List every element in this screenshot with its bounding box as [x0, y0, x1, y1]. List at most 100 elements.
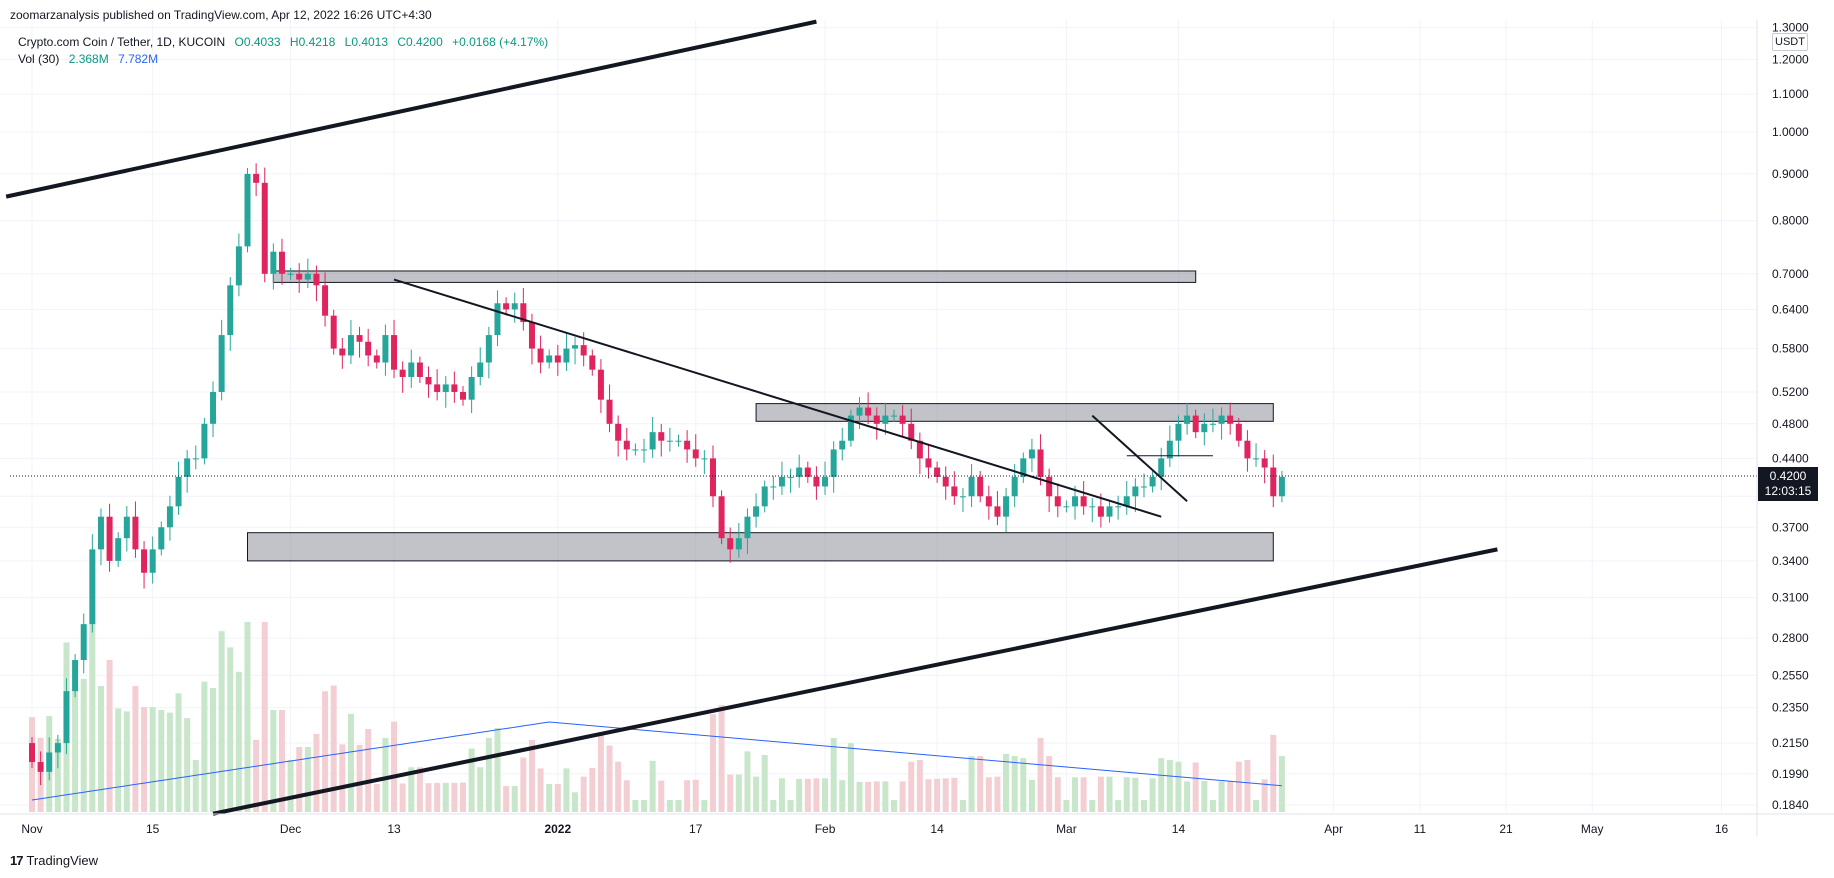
candle-body [244, 173, 251, 247]
volume-bar [985, 777, 992, 812]
time-axis[interactable]: Nov15Dec13202217Feb14Mar14Apr1121May16Ju… [21, 822, 1834, 836]
price-tick-label: 0.5800 [1772, 342, 1809, 356]
volume-bar [813, 778, 820, 812]
volume-bar [735, 774, 742, 812]
time-tick-label: 16 [1715, 822, 1729, 836]
candle-body [494, 303, 501, 336]
volume-bar [942, 778, 949, 812]
candle-body [1011, 476, 1018, 497]
candle-body [520, 303, 527, 323]
volume-bar [1097, 776, 1104, 812]
candle-body [46, 752, 53, 772]
symbol-title[interactable]: Crypto.com Coin / Tether, 1D, KUCOIN [18, 35, 226, 49]
candle-body [166, 506, 173, 528]
candle-body [856, 407, 863, 416]
time-tick-label: Feb [815, 822, 836, 836]
volume-bar [891, 800, 897, 812]
candle-body [1132, 486, 1139, 497]
price-zone [272, 270, 1197, 283]
candle-body [1097, 506, 1104, 517]
volume-bar [796, 778, 803, 812]
volume-bar [192, 760, 199, 812]
candle-body [580, 345, 587, 356]
candle-body [210, 391, 217, 424]
tradingview-logo-icon[interactable]: 17 [10, 853, 24, 868]
volume-bar [503, 786, 510, 812]
volume-bar [951, 777, 958, 812]
volume-bar [54, 738, 61, 812]
price-zone [247, 532, 1274, 562]
volume-bar [1235, 761, 1242, 812]
bar-countdown: 12:03:15 [1764, 484, 1812, 498]
volume-bar [1028, 779, 1035, 812]
candle-body [1149, 476, 1156, 487]
volume-bar [546, 784, 553, 812]
candle-body [589, 355, 596, 370]
volume-bar [494, 727, 501, 812]
candle-body [873, 415, 880, 424]
candle-body [149, 549, 156, 573]
candle-body [399, 369, 406, 377]
volume-bar [580, 776, 587, 812]
candle-body [994, 506, 1001, 517]
candle-body [891, 415, 897, 417]
volume-bar [416, 767, 423, 812]
candlesticks [29, 163, 1285, 786]
candle-body [261, 182, 268, 274]
candle-body [201, 423, 208, 459]
candle-body [925, 458, 932, 468]
candle-body [425, 376, 432, 385]
candle-body [1072, 496, 1079, 507]
candle-body [347, 335, 354, 356]
volume-bar [149, 707, 156, 812]
price-tick-label: 1.0000 [1772, 125, 1809, 139]
candle-body [80, 624, 87, 660]
candle-body [796, 467, 803, 477]
candle-body [1184, 415, 1191, 424]
volume-bar [468, 748, 475, 812]
volume-bar [261, 622, 268, 812]
last-price-value: 0.4200 [1769, 469, 1807, 483]
volume-bar [1184, 781, 1191, 812]
candle-body [606, 399, 613, 424]
volume-bar [304, 747, 311, 812]
candle-body [511, 303, 518, 310]
volume-bar [175, 693, 182, 812]
footer-brand[interactable]: TradingView [26, 853, 99, 868]
publish-info: zoomarzanalysis published on TradingView… [10, 8, 432, 22]
candle-body [1235, 423, 1242, 441]
volume-bar [434, 782, 441, 812]
candle-body [830, 449, 837, 477]
volume-bar [391, 721, 398, 812]
candle-body [899, 415, 906, 424]
currency-badge[interactable]: USDT [1772, 33, 1808, 51]
price-tick-label: 0.2550 [1772, 668, 1809, 682]
price-axis[interactable]: 0.1840 0.1990 0.2150 0.2350 0.2550 0.2800 0.31… [1772, 21, 1809, 812]
price-tick-label: 0.2150 [1772, 736, 1809, 750]
candle-body [1046, 476, 1053, 497]
candle-body [675, 440, 682, 442]
trendlines [5, 19, 1498, 816]
candle-body [977, 476, 984, 497]
volume-label[interactable]: Vol (30) [18, 52, 60, 66]
candle-body [132, 516, 139, 550]
descending-trendline [393, 278, 1162, 518]
time-tick-label: 15 [146, 822, 160, 836]
short-term-trendline [1091, 414, 1188, 503]
time-tick-label: 21 [1499, 822, 1513, 836]
candle-body [1209, 423, 1216, 425]
volume-bar [1261, 779, 1268, 812]
candle-body [1244, 440, 1251, 459]
volume-bar [770, 800, 777, 812]
volume-bar [1218, 781, 1225, 812]
candle-body [227, 285, 234, 336]
candle-body [959, 496, 966, 498]
candle-body [1218, 415, 1225, 424]
candle-body [735, 538, 742, 550]
price-tick-label: 0.6400 [1772, 302, 1809, 316]
candle-body [985, 496, 992, 507]
candle-body [942, 476, 949, 487]
volume-bar [615, 761, 622, 812]
volume-bar [666, 800, 673, 812]
